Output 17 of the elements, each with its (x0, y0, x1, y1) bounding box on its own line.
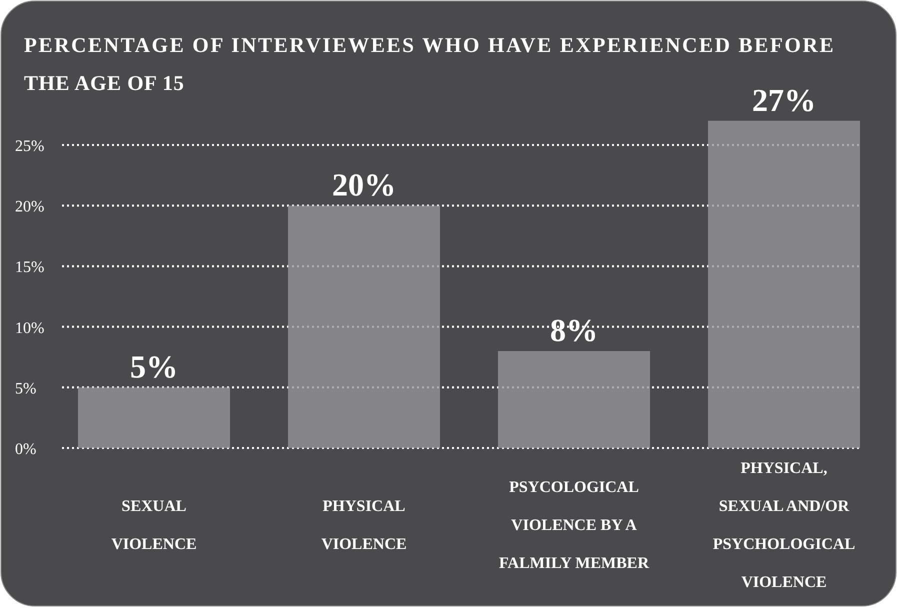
bar (78, 387, 230, 448)
data-label: 20% (332, 166, 396, 203)
y-tick-label: 0% (15, 441, 36, 458)
category-label: PHYSICAL VIOLENCE (321, 498, 407, 553)
y-tick-label: 5% (15, 380, 36, 398)
category-label: SEXUAL VIOLENCE (111, 498, 197, 553)
category-label: PSYCOLOGICAL VIOLENCE BY A FALMILY MEMBER (498, 479, 650, 572)
data-label: 8% (550, 312, 598, 348)
y-tick-label: 15% (15, 259, 44, 276)
y-tick-label: 10% (15, 320, 44, 337)
bar (288, 206, 440, 448)
bar (498, 351, 650, 448)
y-tick-label: 25% (15, 138, 44, 155)
data-label: 5% (130, 348, 178, 384)
y-tick-label: 20% (15, 198, 44, 216)
category-label: PHYSICAL, SEXUAL AND/OR PSYCHOLOGICAL VIOLENCE (712, 460, 856, 591)
bar (708, 120, 860, 448)
